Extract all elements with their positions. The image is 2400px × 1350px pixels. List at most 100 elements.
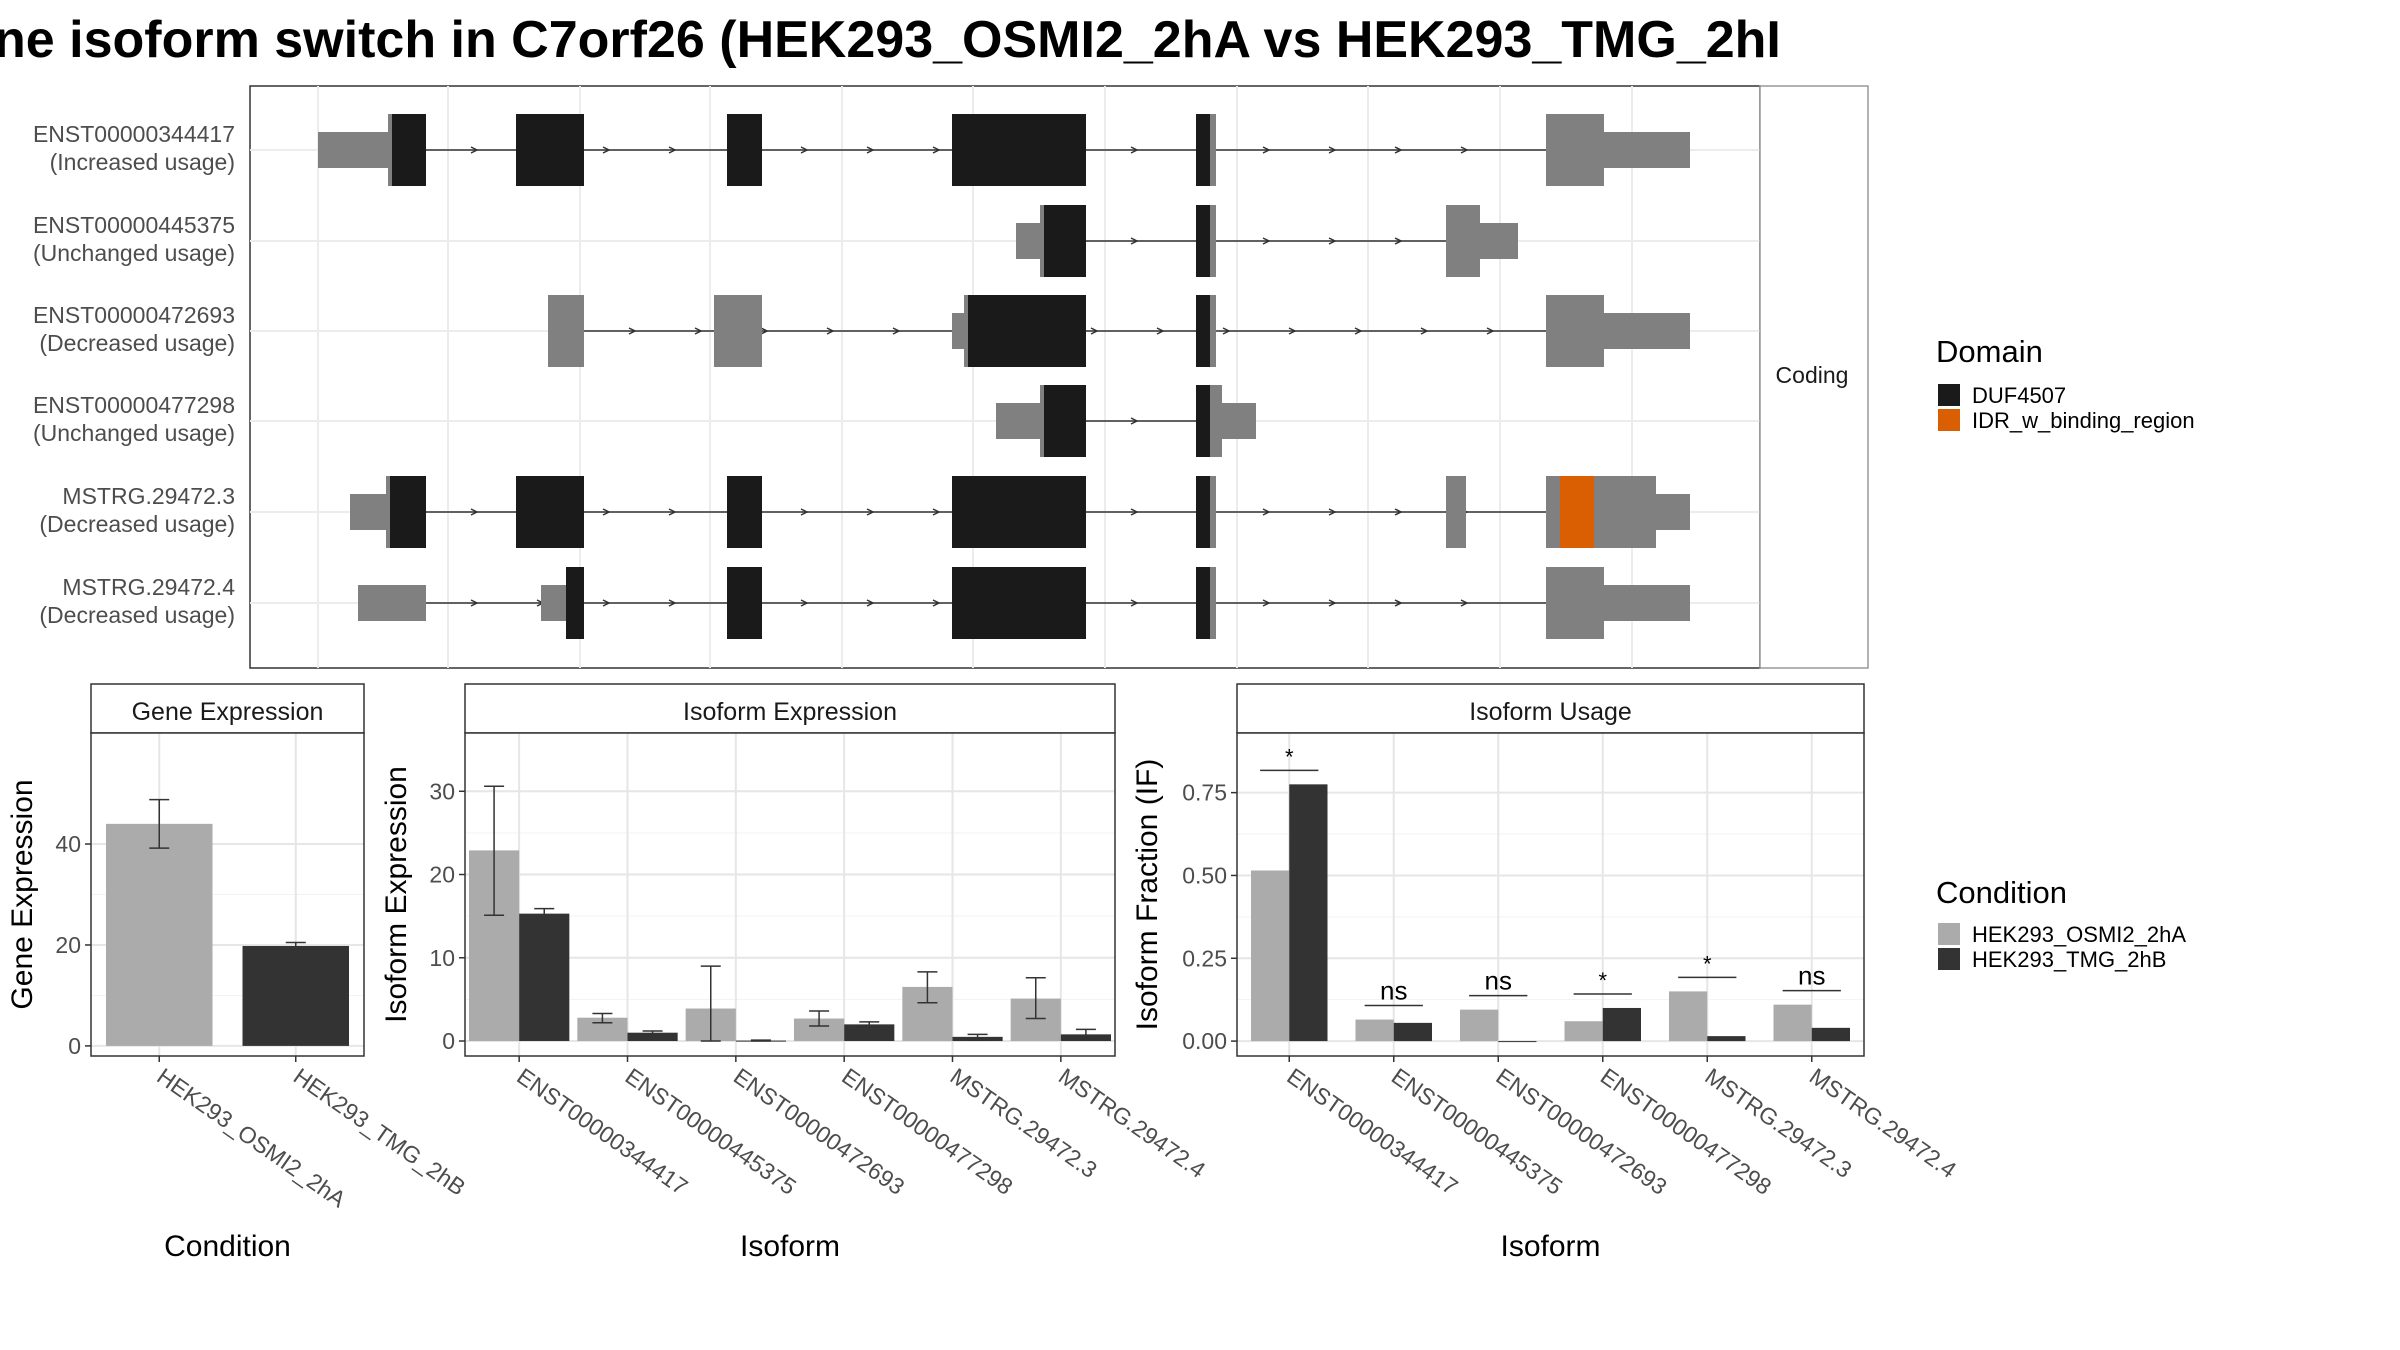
intron-direction-arrow (1262, 508, 1271, 516)
intron-direction-arrow (1130, 508, 1139, 516)
significance-label: ns (1485, 966, 1512, 996)
exon-block (1040, 385, 1044, 457)
domain-legend-label: IDR_w_binding_region (1972, 408, 2195, 433)
bar (844, 1024, 895, 1042)
domain-legend-label: DUF4507 (1972, 383, 2066, 408)
intron-direction-arrow (932, 599, 941, 607)
intron-direction-arrow (1328, 508, 1337, 516)
x-axis-title: Condition (164, 1230, 291, 1263)
exon-block (1210, 114, 1216, 186)
exon-block (1196, 205, 1210, 277)
intron-direction-arrow (668, 599, 677, 607)
exon-block (952, 313, 964, 349)
exon-block (968, 295, 1086, 367)
intron-direction-arrow (1394, 146, 1403, 154)
y-tick-label: 20 (429, 862, 455, 888)
bar (1393, 1022, 1432, 1042)
condition-legend-label: HEK293_OSMI2_2hA (1972, 922, 2186, 947)
intron-direction-arrow (760, 327, 769, 335)
intron-direction-arrow (1394, 237, 1403, 245)
y-tick-label: 20 (55, 932, 81, 958)
exon-block (390, 476, 426, 548)
domain-legend-swatch (1938, 384, 1960, 406)
y-axis-title: Gene Expression (6, 779, 39, 1009)
condition-legend-swatch (1938, 948, 1960, 970)
panel-strip (1236, 683, 1865, 734)
exon-block (392, 114, 426, 186)
x-axis-title: Isoform (740, 1230, 840, 1263)
intron-direction-arrow (800, 508, 809, 516)
exon-block (1546, 295, 1604, 367)
exon-block (952, 476, 1086, 548)
bar (106, 823, 213, 1046)
bar (577, 1017, 628, 1042)
intron-direction-arrow (932, 508, 941, 516)
isoform-usage-label: (Increased usage) (50, 149, 235, 175)
bar (1602, 1007, 1641, 1042)
exon-block (548, 295, 584, 367)
intron-direction-arrow (1394, 599, 1403, 607)
exon-block (1210, 205, 1216, 277)
intron-direction-arrow (1262, 146, 1271, 154)
significance-label: ns (1380, 976, 1407, 1006)
intron-direction-arrow (470, 599, 479, 607)
exon-block (386, 476, 390, 548)
intron-direction-arrow (866, 146, 875, 154)
exon-block (727, 476, 762, 548)
intron-direction-arrow (470, 508, 479, 516)
panel-strip-label: Isoform Usage (1469, 698, 1632, 726)
intron-direction-arrow (1156, 327, 1165, 335)
exon-block (1016, 223, 1040, 259)
panel-strip-label: Isoform Expression (683, 698, 897, 726)
isoform-usage-label: (Decreased usage) (39, 602, 235, 628)
intron-direction-arrow (602, 508, 611, 516)
isoform-id-label: ENST00000472693 (33, 302, 235, 328)
intron-direction-arrow (866, 508, 875, 516)
coding-strip (1759, 85, 1869, 669)
intron-direction-arrow (1130, 599, 1139, 607)
intron-direction-arrow (1130, 146, 1139, 154)
exon-block (996, 403, 1040, 439)
intron-direction-arrow (1288, 327, 1297, 335)
bar (519, 913, 570, 1042)
exon-block (1604, 585, 1690, 621)
intron-direction-arrow (1460, 599, 1469, 607)
exon-block (1480, 223, 1518, 259)
panel-strip (464, 683, 1116, 734)
isoform-id-label: MSTRG.29472.4 (62, 574, 235, 600)
bar (627, 1032, 678, 1042)
exon-block (1196, 385, 1210, 457)
intron-direction-arrow (628, 327, 637, 335)
bar (1498, 1041, 1537, 1043)
y-tick-label: 0 (68, 1033, 81, 1059)
exon-block (1446, 476, 1466, 548)
bar (1564, 1021, 1603, 1042)
intron-direction-arrow (800, 146, 809, 154)
exon-block (1222, 403, 1256, 439)
bar (1460, 1009, 1499, 1042)
intron-direction-arrow (826, 327, 835, 335)
bar (1811, 1027, 1850, 1042)
exon-block (318, 132, 388, 168)
exon-block (1210, 385, 1222, 457)
isoform-usage-label: (Unchanged usage) (33, 420, 235, 446)
intron-direction-arrow (668, 146, 677, 154)
coding-strip-label: Coding (1776, 362, 1849, 388)
exon-block (964, 295, 968, 367)
intron-direction-arrow (602, 599, 611, 607)
intron-direction-arrow (1328, 146, 1337, 154)
y-axis-title: Isoform Expression (380, 766, 413, 1023)
exon-block (952, 114, 1086, 186)
y-tick-label: 0.75 (1182, 780, 1227, 806)
exon-block (952, 567, 1086, 639)
bar (794, 1018, 845, 1042)
exon-block (1546, 114, 1604, 186)
exon-block (1196, 295, 1210, 367)
exon-block (1446, 205, 1480, 277)
bar (1669, 991, 1708, 1042)
x-axis-title: Isoform (1500, 1230, 1600, 1263)
bar (1773, 1004, 1812, 1042)
y-tick-label: 0 (442, 1028, 455, 1054)
bar (1251, 870, 1290, 1042)
